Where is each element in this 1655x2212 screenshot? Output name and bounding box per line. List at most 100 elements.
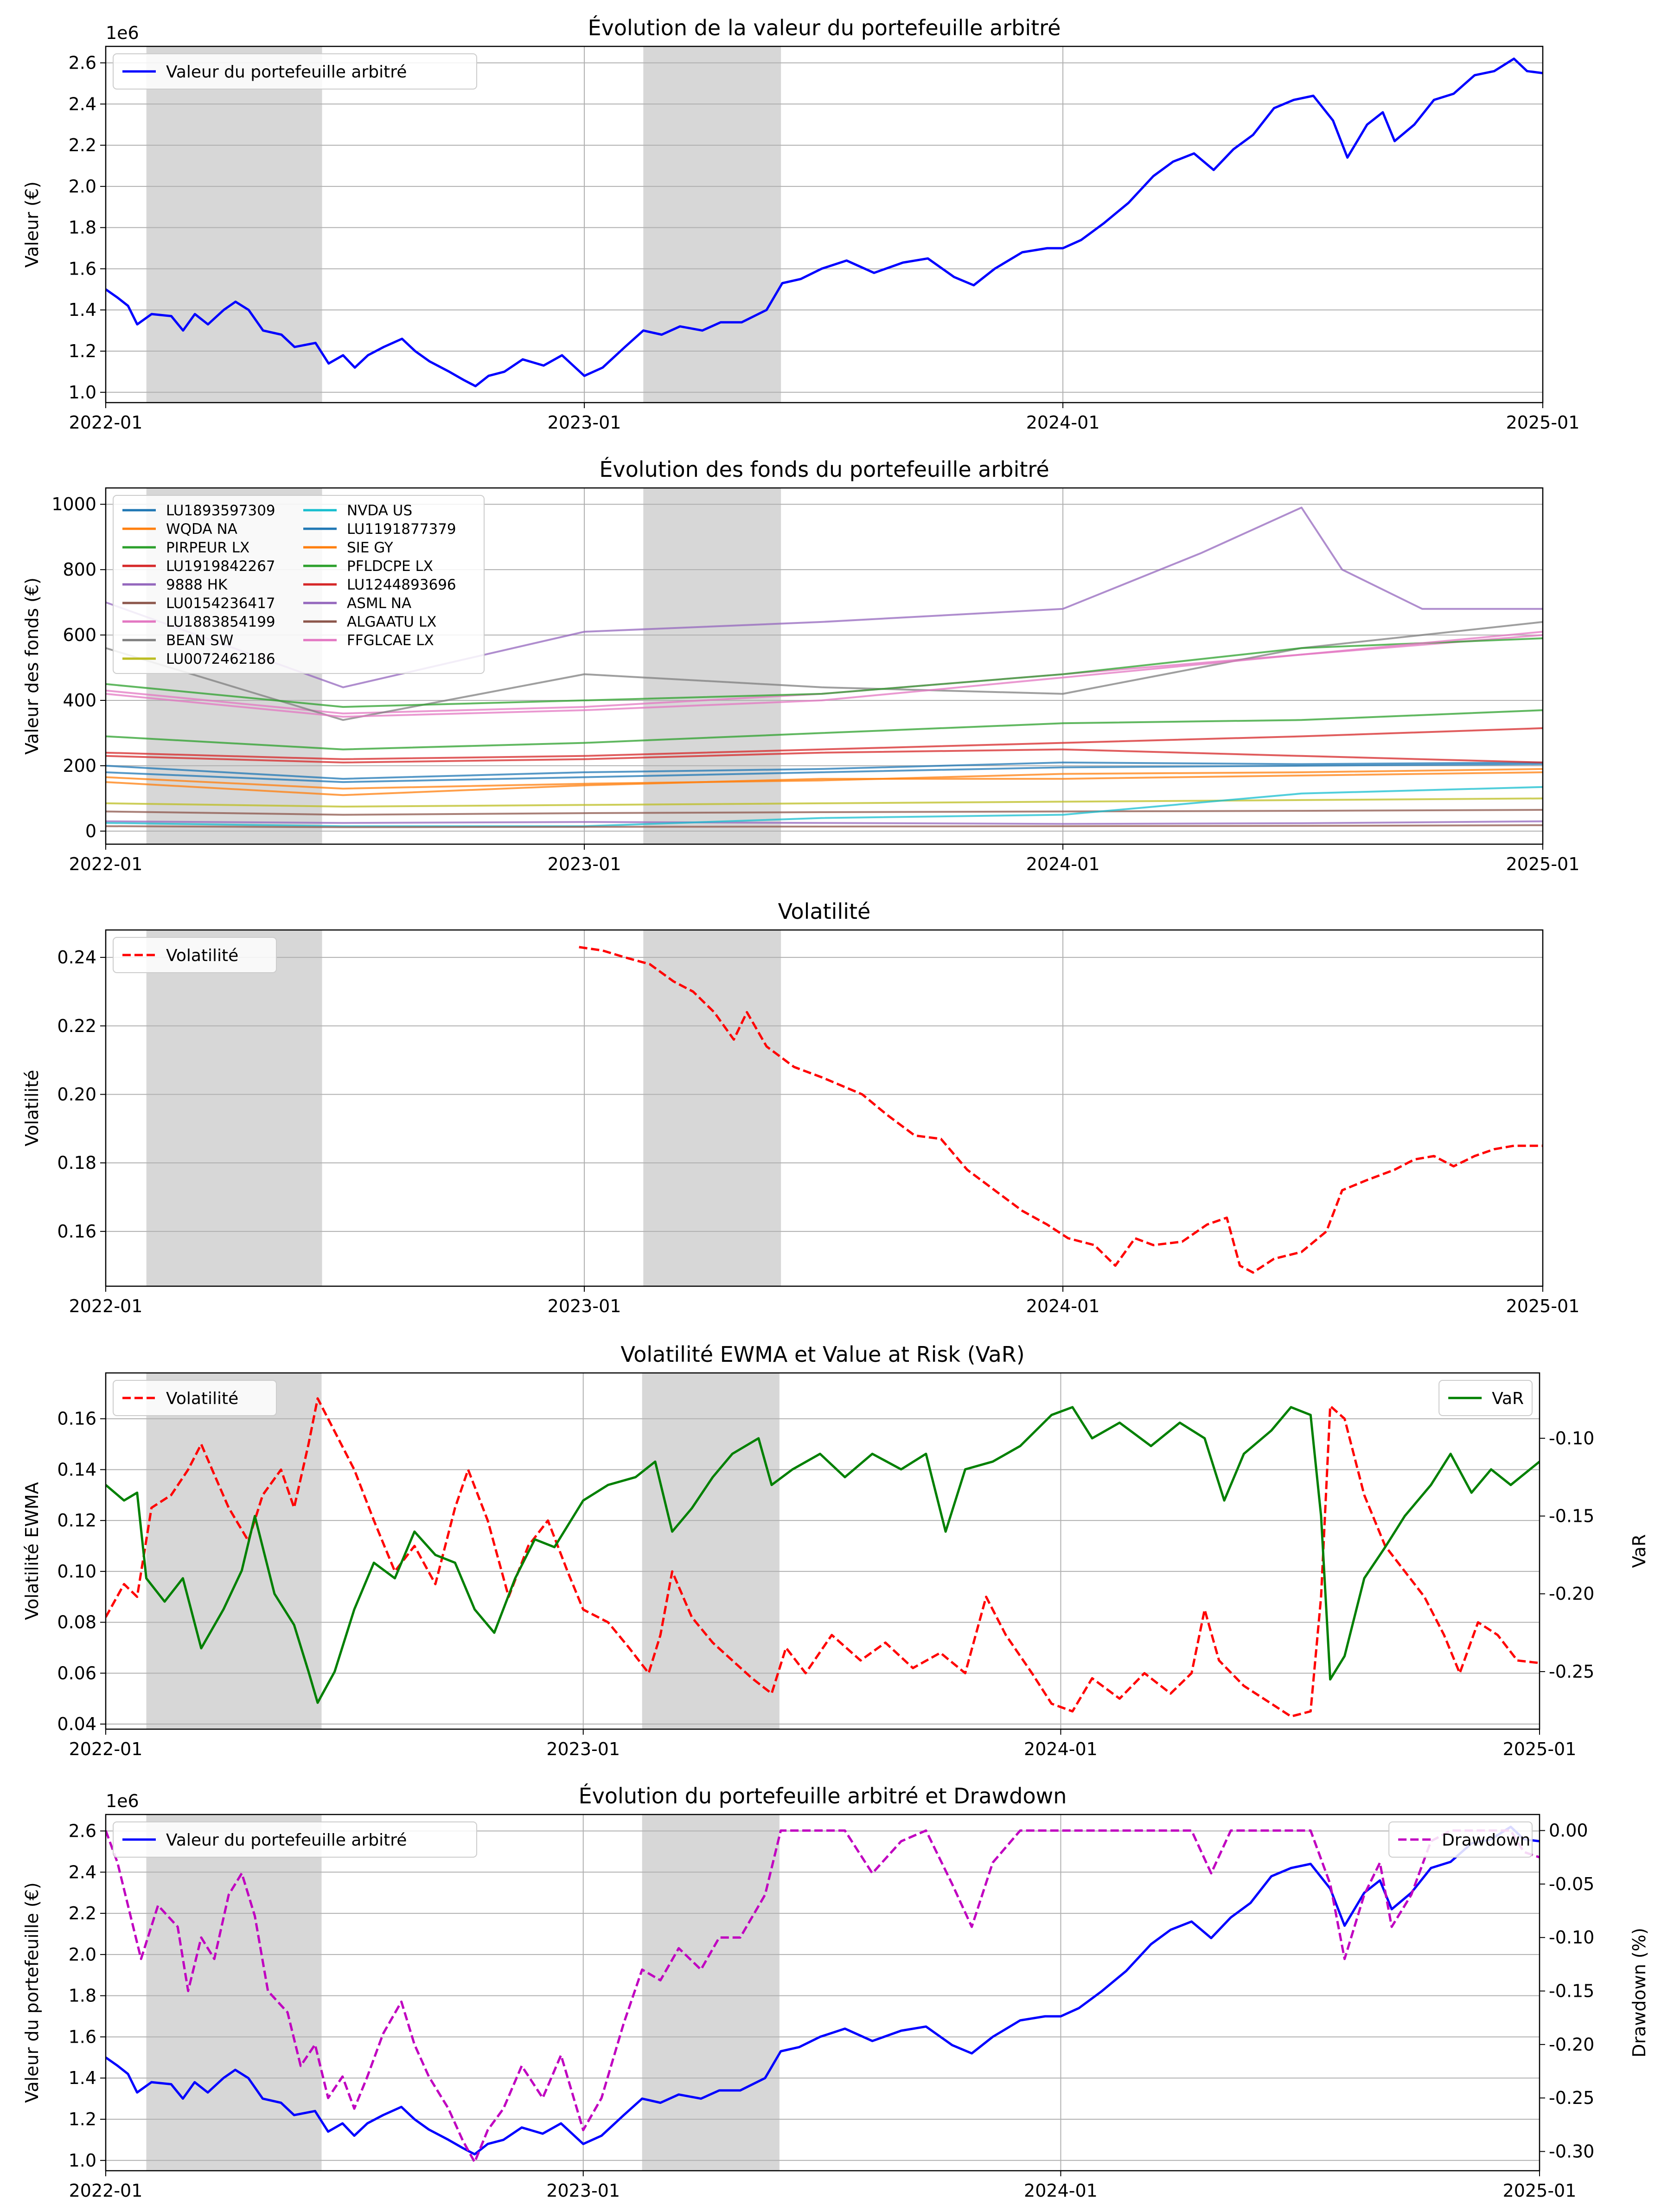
y-right-tick-label: -0.25	[1549, 2088, 1594, 2108]
legend-box	[1438, 1380, 1533, 1416]
plot-frame	[105, 1814, 1540, 2172]
y-tick-label: 0.22	[57, 1016, 96, 1036]
series-line-1	[106, 761, 1543, 780]
y-tick-label: 2.4	[69, 1862, 96, 1882]
y-axis-label: Valeur des fonds (€)	[22, 577, 42, 755]
series-line-5	[106, 820, 1543, 825]
y-tick-label: 1.6	[69, 2026, 96, 2047]
shaded-period	[643, 930, 781, 1286]
series-line-1	[579, 946, 1543, 1274]
chart-panel-2: 2022-01 2023-01 2024-01 2025-01 0 200 400 600 80…	[22, 457, 1579, 874]
shaded-period	[146, 1814, 322, 2171]
x-tick-label: 2024-01	[1024, 2180, 1098, 2201]
legend-entry: SIE GY	[347, 539, 393, 556]
x-tick-label: 2025-01	[1506, 854, 1580, 874]
plot-frame	[105, 1372, 1540, 1730]
legend-entry: LU1191877379	[347, 521, 456, 538]
series-line-2	[106, 1406, 1540, 1704]
y-tick-label: 0.10	[57, 1561, 96, 1582]
y-tick-label: 1.4	[69, 300, 96, 320]
y-tick-label: 2.2	[69, 135, 96, 155]
y-right-axis-label: VaR	[1629, 1534, 1649, 1568]
y-tick-label: 2.6	[69, 1821, 96, 1841]
y-tick-label: 1.2	[69, 2109, 96, 2129]
y-tick-label: 2.6	[69, 53, 96, 73]
series-line-4	[106, 727, 1543, 760]
y-axis-label: Valeur (€)	[22, 181, 42, 268]
legend-entry: NVDA US	[347, 502, 412, 519]
series-line-3	[106, 709, 1543, 750]
plot-frame	[105, 45, 1544, 404]
series-line-1	[106, 1826, 1540, 2155]
legend-entry: FFGLCAE LX	[347, 632, 434, 649]
y-right-tick-label: -0.25	[1549, 1661, 1594, 1682]
legend: Volatilité	[113, 1380, 277, 1416]
y-tick-label: 1.8	[69, 218, 96, 238]
x-tick-label: 2023-01	[546, 2180, 620, 2201]
y-tick-label: 0.14	[57, 1459, 96, 1480]
y-tick-label: 0.06	[57, 1663, 96, 1683]
chart-title: Évolution de la valeur du portefeuille a…	[588, 15, 1061, 40]
x-tick-label: 2024-01	[1026, 1296, 1100, 1316]
legend-entry: VaR	[1492, 1389, 1524, 1408]
legend-box	[113, 53, 477, 90]
chart-panel-1: 2022-01 2023-01 2024-01 2025-01 1.0 1.2 1.4 1.6…	[22, 15, 1579, 433]
legend-entry: LU0072462186	[166, 651, 275, 667]
x-tick-label: 2022-01	[69, 412, 143, 433]
y-right-tick-label: -0.05	[1549, 1874, 1594, 1894]
legend-entry: BEAN SW	[166, 632, 233, 649]
legend: Valeur du portefeuille arbitré	[113, 53, 477, 90]
y-tick-label: 2.2	[69, 1903, 96, 1923]
y-axis-label: Volatilité	[22, 1070, 42, 1147]
legend-entry: LU0154236417	[166, 595, 275, 612]
x-tick-label: 2022-01	[69, 1739, 143, 1759]
legend-entry: LU1919842267	[166, 558, 275, 575]
legend-entry: Valeur du portefeuille arbitré	[166, 63, 407, 82]
series-line-11	[106, 763, 1543, 783]
shaded-period	[643, 46, 781, 403]
legend-entry: PIRPEUR LX	[166, 539, 249, 556]
x-tick-label: 2023-01	[548, 412, 621, 433]
legend-box	[113, 1821, 477, 1858]
y-tick-label: 2.0	[69, 1944, 96, 1965]
shaded-period	[642, 1814, 780, 2171]
legend-entry: WQDA NA	[166, 521, 237, 538]
y-right-tick-label: -0.20	[1549, 2034, 1594, 2055]
series-line-10	[106, 786, 1543, 827]
legend-entry: Volatilité	[166, 1389, 238, 1408]
y-tick-label: 200	[63, 756, 96, 776]
legend: VaR	[1438, 1380, 1533, 1416]
y-tick-label: 1.4	[69, 2068, 96, 2088]
y-tick-label: 0.16	[57, 1221, 96, 1242]
legend-entry: LU1883854199	[166, 614, 275, 630]
legend-entry: Drawdown	[1442, 1831, 1530, 1850]
legend: Drawdown	[1388, 1821, 1533, 1858]
y-right-tick-label: -0.20	[1549, 1584, 1594, 1604]
y-tick-label: 800	[63, 559, 96, 580]
y-right-tick-label: -0.15	[1549, 1981, 1594, 2001]
legend-entry: ALGAATU LX	[347, 614, 436, 630]
x-tick-label: 2022-01	[69, 1296, 143, 1316]
y-right-tick-label: -0.10	[1549, 1927, 1594, 1948]
series-line-12	[106, 771, 1543, 796]
series-line-1	[106, 1397, 1540, 1718]
shaded-period	[146, 1373, 322, 1729]
y-tick-label: 2.0	[69, 176, 96, 197]
shaded-period	[146, 46, 322, 403]
legend-entry: 9888 HK	[166, 577, 228, 593]
series-line-1	[106, 58, 1543, 387]
y-tick-label: 0.08	[57, 1612, 96, 1633]
x-tick-label: 2025-01	[1503, 2180, 1577, 2201]
series-line-16	[106, 824, 1543, 828]
y-tick-label: 600	[63, 625, 96, 645]
shaded-period	[642, 1373, 780, 1729]
x-tick-label: 2024-01	[1024, 1739, 1098, 1759]
series-line-2	[106, 768, 1543, 790]
y-tick-label: 400	[63, 690, 96, 711]
legend-box	[113, 937, 277, 973]
x-tick-label: 2024-01	[1026, 412, 1100, 433]
y-tick-label: 0.12	[57, 1510, 96, 1531]
y-axis-label: Volatilité EWMA	[22, 1482, 42, 1620]
series-line-14	[106, 748, 1543, 763]
